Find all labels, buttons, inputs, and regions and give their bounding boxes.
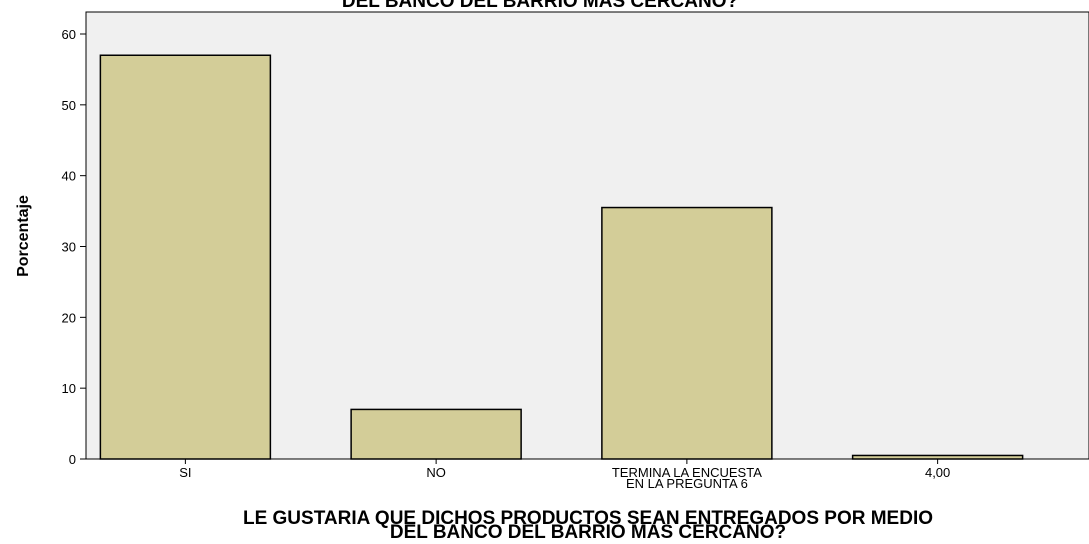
y-tick-label: 50: [62, 98, 76, 113]
x-axis-label-line: LE GUSTARIA QUE DICHOS PRODUCTOS SEAN EN…: [243, 508, 933, 529]
y-axis-label: Porcentaje: [15, 195, 32, 277]
x-axis-label-line: DEL BANCO DEL BARRIO MAS CERCANO?: [390, 522, 786, 543]
bar: [851, 454, 1024, 460]
y-tick-label: 40: [62, 169, 76, 184]
y-axis: 0 10 20 30 40 50 60: [62, 27, 86, 467]
y-tick-label: 30: [62, 240, 76, 255]
x-axis-label: LE GUSTARIA QUE DICHOS PRODUCTOS SEAN EN…: [243, 508, 933, 543]
x-axis: SI NO TERMINA LA ENCUESTA EN LA PREGUNTA 6 4…: [179, 459, 950, 491]
bar: [601, 206, 773, 460]
y-tick-label: 10: [62, 381, 76, 396]
chart-title: DEL BANCO DEL BARRIO MAS CERCANO?: [342, 0, 738, 12]
bar: [99, 54, 272, 460]
x-tick-label: TERMINA LA ENCUESTA EN LA PREGUNTA 6: [612, 465, 762, 491]
x-tick-label: 4,00: [925, 465, 950, 480]
bars: [99, 54, 1024, 460]
bar: [350, 408, 522, 460]
x-tick-label: SI: [179, 465, 191, 480]
y-tick-label: 60: [62, 27, 76, 42]
y-tick-label: 0: [69, 452, 76, 467]
y-tick-label: 20: [62, 310, 76, 325]
x-tick-label: NO: [426, 465, 446, 480]
